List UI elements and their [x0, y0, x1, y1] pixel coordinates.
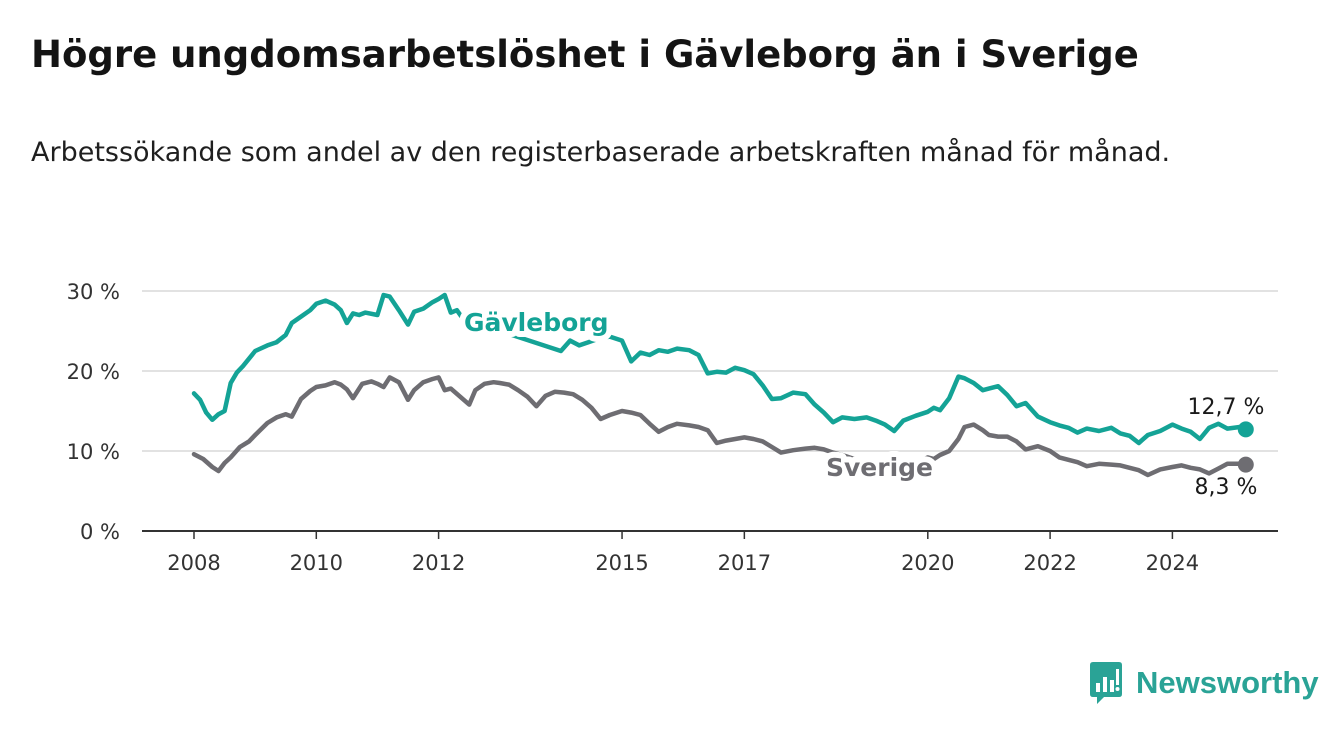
- series-label-halo: Gävleborg: [464, 308, 609, 337]
- x-tick-label: 2010: [290, 551, 343, 575]
- y-tick-label: 30 %: [67, 280, 120, 304]
- brand-logo: Newsworthy: [1088, 660, 1319, 706]
- end-value-label: 12,7 %: [1188, 395, 1265, 420]
- series-end-point: [1237, 421, 1254, 438]
- end-value-label: 8,3 %: [1195, 475, 1258, 500]
- x-tick-label: 2022: [1023, 551, 1076, 575]
- x-axis: 2008 2010 2012 2015 2017 2020 2022 2024: [142, 530, 1278, 575]
- x-tick-label: 2008: [167, 551, 220, 575]
- series-group: [191, 292, 1254, 478]
- bar-chart-icon: [1090, 662, 1122, 704]
- series-line-sverige: [191, 375, 1249, 478]
- chart-title: Högre ungdomsarbetslöshet i Gävleborg än…: [31, 33, 1139, 76]
- x-tick-label: 2017: [718, 551, 771, 575]
- y-tick-label: 10 %: [67, 440, 120, 464]
- chart-subtitle: Arbetssökande som andel av den registerb…: [31, 137, 1171, 168]
- series-end-point: [1237, 456, 1254, 473]
- y-axis: 0 % 10 % 20 % 30 %: [67, 280, 120, 544]
- x-tick-label: 2024: [1146, 551, 1199, 575]
- y-tick-label: 20 %: [67, 360, 120, 384]
- brand-name: Newsworthy: [1136, 665, 1319, 700]
- series-label: Gävleborg: [464, 308, 609, 337]
- x-tick-label: 2012: [412, 551, 465, 575]
- x-tick-label: 2015: [595, 551, 648, 575]
- y-tick-label: 0 %: [80, 520, 120, 544]
- x-tick-label: 2020: [901, 551, 954, 575]
- series-label: Sverige: [826, 453, 933, 482]
- series-line-g-vleborg: [191, 292, 1249, 446]
- series-label-halo: Sverige: [826, 453, 933, 482]
